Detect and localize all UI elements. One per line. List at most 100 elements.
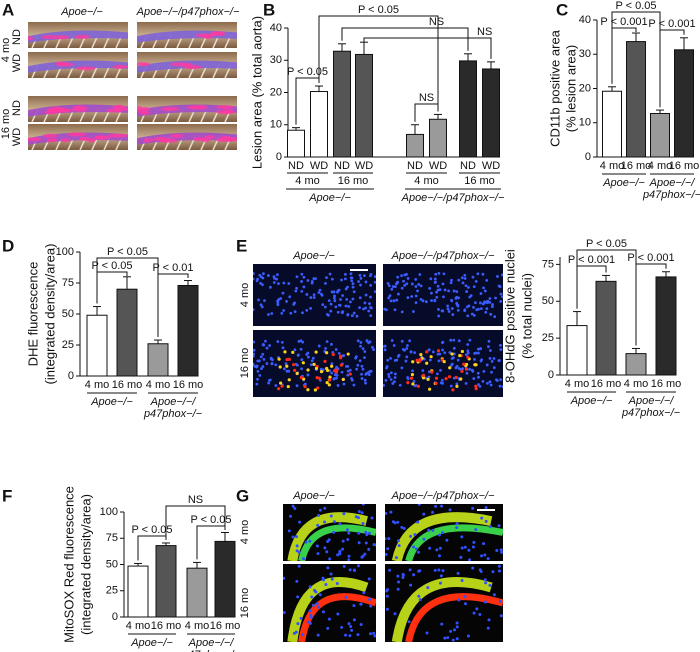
- nucleus: [499, 292, 503, 296]
- vessel-wall: [391, 577, 493, 642]
- nucleus: [367, 577, 371, 581]
- nucleus: [437, 554, 441, 558]
- nucleus: [463, 309, 467, 313]
- nucleus: [465, 290, 469, 293]
- y-tick-label: 10: [270, 119, 282, 131]
- nucleus: [388, 294, 392, 298]
- nucleus: [482, 542, 486, 546]
- nucleus: [329, 514, 333, 518]
- nucleus: [336, 384, 340, 387]
- micrograph: [28, 22, 128, 48]
- nucleus: [358, 359, 362, 363]
- nucleus: [374, 543, 376, 547]
- significance-bracket: [318, 15, 439, 112]
- nucleus: [483, 553, 487, 557]
- subgroup-label: 4 mo: [414, 175, 438, 187]
- nucleus: [488, 583, 492, 587]
- subgroup-label: 16 mo: [338, 175, 369, 187]
- nucleus: [488, 356, 492, 360]
- stain: [316, 386, 320, 390]
- y-tick-label: 75: [62, 277, 74, 289]
- nucleus: [389, 378, 393, 381]
- micrograph: [137, 22, 237, 48]
- nucleus: [484, 310, 488, 314]
- stain: [346, 352, 350, 356]
- nucleus: [280, 340, 284, 344]
- x-tick-label: 16 mo: [591, 378, 622, 390]
- nucleus: [294, 535, 298, 539]
- nucleus: [435, 290, 438, 294]
- nucleus: [461, 281, 465, 285]
- nucleus: [395, 358, 399, 362]
- stain: [416, 384, 420, 388]
- nucleus: [261, 365, 265, 368]
- nucleus: [258, 374, 262, 377]
- nucleus: [429, 277, 433, 281]
- bar: [287, 129, 305, 158]
- nucleus: [363, 350, 367, 353]
- micrograph: [28, 52, 128, 78]
- nucleus: [451, 638, 455, 642]
- nucleus: [298, 520, 302, 524]
- significance-bracket: [96, 271, 128, 304]
- nucleus: [472, 377, 476, 380]
- nucleus: [354, 515, 358, 519]
- nucleus: [269, 285, 272, 289]
- nucleus: [437, 568, 441, 572]
- x-tick-label: 16 mo: [151, 620, 182, 632]
- lesion: [195, 33, 215, 38]
- y-axis-label: (% total nuclei): [519, 273, 534, 359]
- nucleus: [323, 506, 327, 510]
- nucleus: [499, 614, 503, 618]
- nucleus: [348, 368, 352, 372]
- nucleus: [392, 344, 396, 347]
- nucleus: [412, 573, 416, 577]
- nucleus: [476, 351, 480, 355]
- nucleus: [308, 609, 312, 613]
- subgroup-label: 4 mo: [295, 175, 319, 187]
- nucleus: [427, 370, 431, 374]
- significance-label: P < 0.05: [615, 0, 656, 12]
- y-tick-label: 30: [579, 48, 591, 60]
- nucleus: [433, 277, 437, 281]
- nucleus: [450, 363, 453, 367]
- stain: [302, 377, 306, 381]
- stain: [341, 377, 345, 382]
- nucleus: [414, 285, 418, 288]
- nucleus: [435, 372, 439, 376]
- stain: [339, 363, 343, 367]
- micrograph-content: [385, 504, 503, 561]
- y-tick-label: 75: [106, 532, 118, 544]
- nucleus: [310, 281, 314, 285]
- nucleus: [439, 381, 443, 385]
- nucleus: [342, 512, 346, 516]
- lesion: [170, 133, 184, 138]
- nucleus: [448, 351, 452, 354]
- lesion: [42, 133, 58, 138]
- y-tick-label: 30: [270, 54, 282, 66]
- nucleus: [441, 348, 444, 352]
- nucleus: [324, 583, 328, 587]
- stain: [330, 364, 334, 368]
- nucleus: [418, 598, 422, 602]
- nucleus: [329, 309, 333, 313]
- nucleus: [327, 299, 331, 303]
- nucleus: [359, 344, 362, 348]
- significance-label: P < 0.05: [287, 66, 328, 78]
- nucleus: [281, 346, 285, 350]
- nucleus: [410, 295, 414, 298]
- nucleus: [452, 628, 456, 632]
- stain: [464, 367, 469, 371]
- stain: [286, 384, 290, 389]
- y-tick-label: 50: [542, 295, 554, 307]
- nucleus: [495, 548, 499, 552]
- stain: [474, 363, 478, 367]
- nucleus: [470, 312, 474, 316]
- nucleus: [339, 298, 342, 301]
- nucleus: [289, 311, 293, 315]
- nucleus: [323, 305, 327, 309]
- nucleus: [352, 604, 356, 608]
- nucleus: [300, 358, 304, 362]
- diet-label: WD: [11, 128, 23, 146]
- group-label: Apoe−/−: [308, 192, 351, 204]
